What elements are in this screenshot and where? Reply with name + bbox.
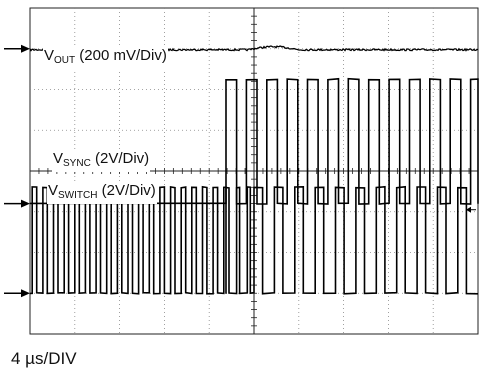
vsync-ground-marker-arrow: [21, 199, 30, 208]
timebase-label: 4 µs/DIV: [11, 349, 77, 368]
trigger-level-marker-arrow: [466, 206, 471, 213]
ground-markers: [4, 44, 476, 298]
vswitch-channel-label: VSWITCH (2V/Div): [47, 182, 157, 204]
vout-channel-label: VOUT (200 mV/Div): [43, 47, 168, 69]
vsync-trace: [29, 77, 479, 205]
vswitch-ground-marker-arrow: [21, 289, 30, 298]
vsync-channel-label: VSYNC (2V/Div): [52, 150, 151, 172]
vout-ground-marker-arrow: [21, 44, 30, 53]
